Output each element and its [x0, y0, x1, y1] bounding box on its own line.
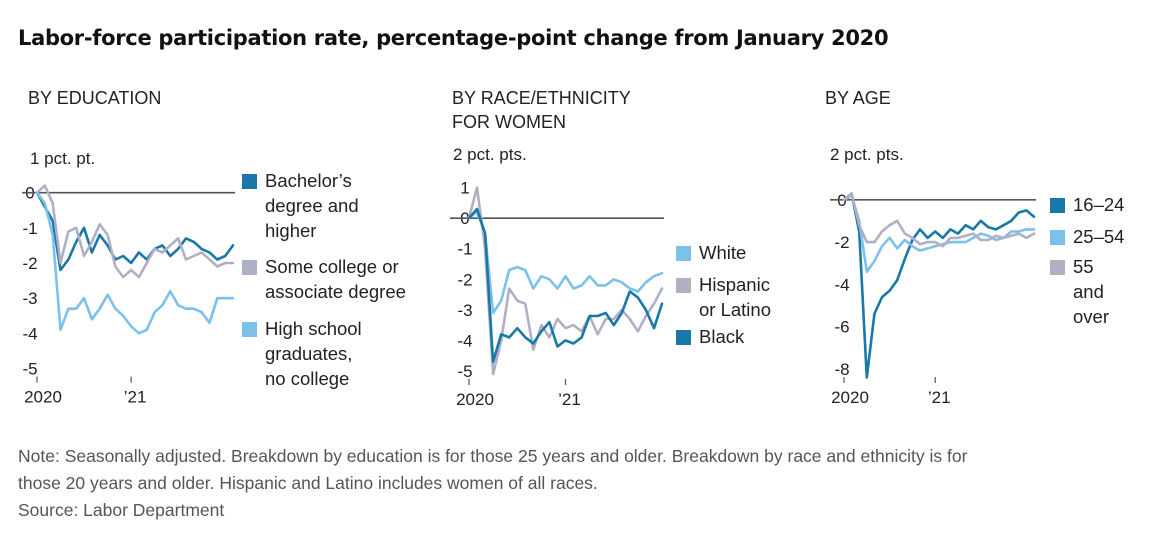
x-tick-label: ’21 [928, 388, 951, 407]
series-line-1 [467, 186, 664, 376]
unit-label: 1 pct. pt. [30, 149, 95, 168]
race-ethnicity-chart: 2 pct. pts.10-1-2-3-4-52020’21WhiteHispa… [450, 145, 771, 409]
legend-label: 25–54 [1073, 226, 1124, 247]
y-tick-label: -4 [457, 331, 472, 350]
legend-swatch [1050, 198, 1065, 213]
y-tick-label: -3 [457, 301, 472, 320]
y-tick-label: -5 [457, 362, 472, 381]
legend-swatch [1050, 230, 1065, 245]
series-line-1 [35, 184, 235, 279]
education-chart: 1 pct. pt.0-1-2-3-4-52020’21Bachelor’sde… [22, 149, 406, 407]
y-tick-label: 1 [460, 179, 469, 198]
x-tick-label: ’21 [124, 388, 147, 407]
panel-title-education: BY EDUCATION [28, 88, 162, 108]
legend-label: 55 and over [1073, 256, 1109, 327]
legend-swatch [676, 330, 691, 345]
legend-label: Bachelor’s degree and higher [265, 170, 359, 241]
y-tick-label: -8 [834, 360, 849, 379]
series-line-0 [842, 192, 1036, 379]
legend-swatch [242, 322, 257, 337]
series-line-2 [35, 191, 235, 335]
x-tick-label: ’21 [558, 390, 581, 409]
y-tick-label: -2 [457, 270, 472, 289]
y-tick-label: -6 [834, 318, 849, 337]
y-tick-label: -3 [22, 289, 37, 308]
series-line-0 [467, 210, 664, 315]
y-tick-label: -2 [834, 233, 849, 252]
x-tick-label: 2020 [456, 390, 494, 409]
source-line: Source: Labor Department [18, 500, 225, 520]
series-line-2 [842, 192, 1036, 248]
legend-swatch [676, 246, 691, 261]
legend-label: Black [699, 326, 745, 347]
x-tick-label: 2020 [24, 388, 62, 407]
legend-label: Hispanic or Latino [699, 274, 771, 320]
series-line-2 [467, 207, 664, 364]
age-chart: 2 pct. pts.0-2-4-6-82020’2116–2425–5455a… [830, 145, 1124, 407]
legend-swatch [676, 278, 691, 293]
unit-label: 2 pct. pts. [830, 145, 904, 164]
y-tick-label: -2 [22, 254, 37, 273]
note-line-2: those 20 years and older. Hispanic and L… [18, 473, 598, 493]
y-tick-label: -1 [22, 219, 37, 238]
y-tick-label: -1 [457, 240, 472, 259]
chart-title: Labor-force participation rate, percenta… [18, 26, 889, 50]
legend-swatch [242, 174, 257, 189]
x-tick-label: 2020 [831, 388, 869, 407]
legend-label: White [699, 242, 746, 263]
series-line-0 [35, 191, 235, 272]
y-tick-label: -5 [22, 360, 37, 379]
legend-label: High school graduates, no college [265, 318, 362, 389]
panel-title-race: BY RACE/ETHNICITY FOR WOMEN [452, 88, 631, 132]
legend-label: 16–24 [1073, 194, 1124, 215]
y-tick-label: -4 [22, 324, 37, 343]
legend-swatch [242, 260, 257, 275]
panel-title-age: BY AGE [825, 88, 891, 108]
note-line-1: Note: Seasonally adjusted. Breakdown by … [18, 446, 968, 466]
legend-swatch [1050, 260, 1065, 275]
y-tick-label: -4 [834, 275, 849, 294]
legend-label: Some college or associate degree [265, 256, 406, 302]
unit-label: 2 pct. pts. [453, 145, 527, 164]
